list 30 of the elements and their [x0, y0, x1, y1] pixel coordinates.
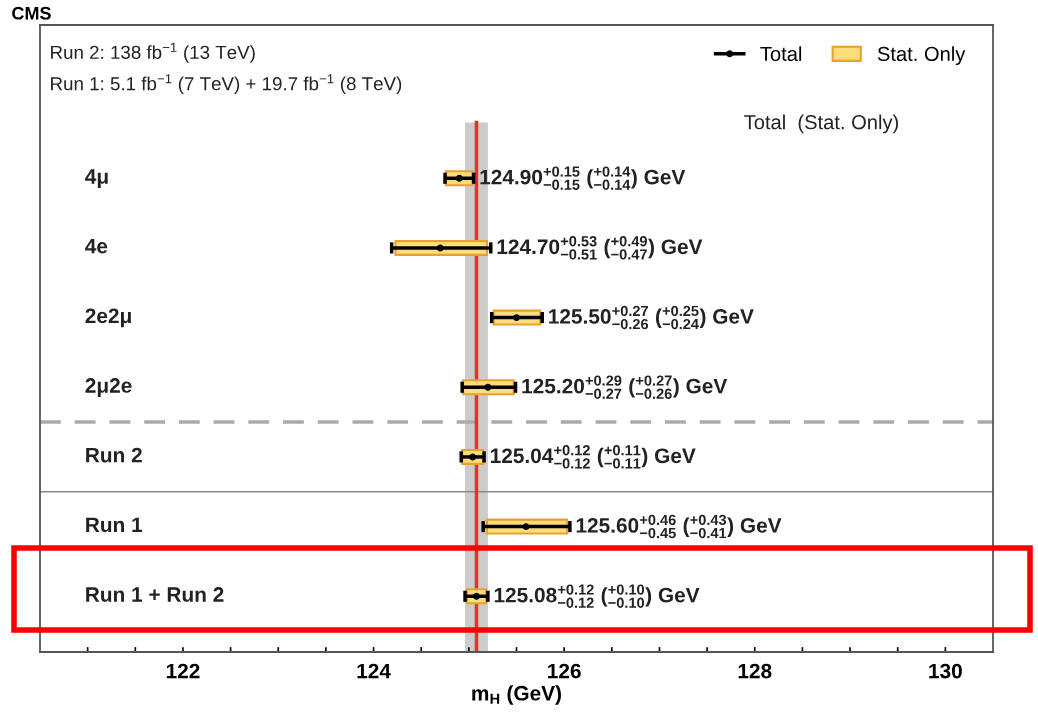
x-tick-label: 126: [548, 663, 581, 679]
data-label: 125.04$^{+0.12}$$_{−0.12}$ ($^{+0.11}$$_{−0.11}$) GeV: [490, 445, 696, 469]
y-tick-label: 2μ2e: [85, 378, 132, 397]
point: [522, 523, 530, 531]
data-label: 125.20$^{+0.29}$$_{−0.27}$ ($^{+0.27}$$_{−0.26}$) GeV: [522, 375, 728, 399]
point: [436, 244, 444, 252]
y-tick-label: Run 1 + Run 2: [86, 587, 224, 602]
text: Run 1: 5.1 fb$^{−1}$ (7 TeV) + 19.7 fb$^{−1}$ (8 TeV): [51, 74, 402, 95]
y-tick-label: Run 2: [86, 447, 142, 463]
y-tick-label: 4e: [85, 238, 108, 254]
chart-title: CMS: [12, 6, 51, 20]
data-label: 125.60$^{+0.46}$$_{−0.45}$ ($^{+0.43}$$_{−0.41}$) GeV: [576, 514, 782, 539]
legend-label: Total: [760, 46, 802, 62]
data-label: 124.90$^{+0.15}$$_{−0.15}$ ($^{+0.14}$$_{−0.14}$) GeV: [480, 166, 686, 190]
text: Run 2: 138 fb$^{−1}$ (13 TeV): [51, 42, 255, 63]
x-tick-label: 124: [357, 663, 391, 679]
data-label: 125.08$^{+0.12}$$_{−0.12}$ ($^{+0.10}$$_{−0.10}$) GeV: [494, 584, 700, 608]
y-tick-label: Run 1: [86, 517, 143, 533]
point: [484, 383, 492, 391]
x-axis-title: m$_{H}$ (GeV): [472, 685, 561, 705]
y-tick-label: 4μ: [85, 169, 108, 188]
x-tick-label: 128: [738, 663, 772, 679]
x-tick-label: 122: [166, 663, 200, 679]
y-tick-label: 2e2μ: [85, 308, 131, 328]
annotation: Total (Stat. Only): [744, 114, 898, 134]
data-label: 125.50$^{+0.27}$$_{−0.26}$ ($^{+0.25}$$_{−0.24}$) GeV: [549, 305, 754, 330]
x-tick-label: 130: [929, 663, 962, 679]
point: [513, 314, 520, 322]
legend-label: Stat. Only: [877, 46, 966, 66]
data-label: 124.70$^{+0.53}$$_{−0.51}$ ($^{+0.49}$$_{−0.47}$) GeV: [497, 236, 703, 260]
